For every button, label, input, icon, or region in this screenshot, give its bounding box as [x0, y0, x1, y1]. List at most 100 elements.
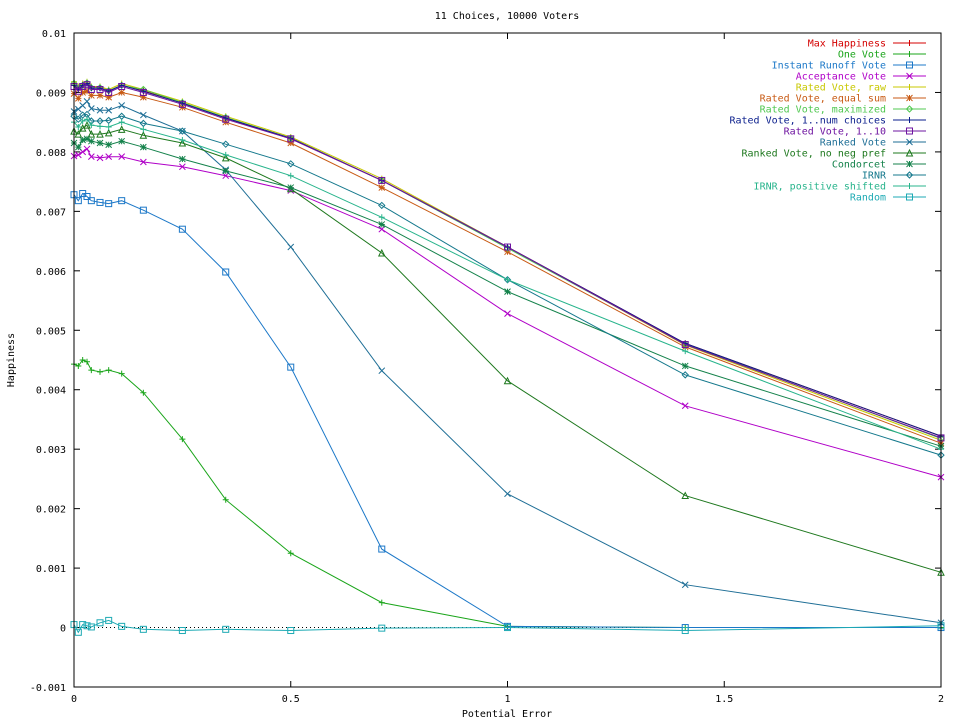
- series-rated-vote-1-10: [70, 81, 945, 442]
- data-point: [97, 368, 104, 375]
- data-point: [287, 135, 295, 143]
- data-point: [79, 357, 86, 363]
- data-point: [681, 362, 689, 370]
- data-point: [905, 171, 914, 179]
- data-point: [504, 310, 511, 317]
- data-point: [178, 100, 186, 108]
- data-point: [105, 88, 113, 96]
- data-point: [222, 172, 230, 180]
- y-tick-label: -0.001: [30, 683, 66, 694]
- data-point: [96, 85, 104, 93]
- data-point: [378, 624, 386, 632]
- data-point: [906, 40, 913, 46]
- data-point: [378, 599, 385, 606]
- data-point: [118, 197, 126, 205]
- data-point: [906, 183, 913, 189]
- data-point: [83, 87, 91, 95]
- data-point: [105, 367, 112, 374]
- plot-frame: [73, 32, 942, 688]
- data-point: [105, 616, 113, 624]
- data-point: [179, 155, 186, 163]
- x-tick-label: 0.5: [282, 694, 300, 705]
- data-point: [118, 137, 126, 145]
- data-point: [105, 200, 113, 208]
- data-point: [378, 221, 386, 228]
- y-tick-label: 0.009: [36, 88, 66, 99]
- x-tick-label: 0: [71, 694, 77, 705]
- data-point: [79, 136, 87, 144]
- data-point: [96, 139, 104, 147]
- legend-entry: Rated Vote, 1..num choices: [729, 116, 886, 127]
- data-point: [906, 138, 913, 146]
- data-point: [96, 198, 104, 206]
- data-point: [178, 225, 186, 233]
- data-point: [87, 137, 95, 145]
- y-tick-label: 0.008: [36, 148, 66, 159]
- data-point: [118, 89, 126, 96]
- data-point: [87, 105, 95, 112]
- series-one-vote: [71, 357, 944, 631]
- data-point: [79, 621, 87, 629]
- data-point: [906, 84, 913, 90]
- data-point: [140, 143, 147, 151]
- data-point: [140, 111, 147, 119]
- data-point: [83, 622, 91, 630]
- legend-entry: Rated Vote, raw: [796, 83, 887, 94]
- legend-entry: Rated Vote, 1..10: [784, 127, 886, 138]
- data-point: [139, 131, 148, 139]
- data-point: [96, 619, 104, 627]
- legend-entry: Rated Vote, equal sum: [760, 94, 886, 105]
- data-point: [118, 83, 126, 91]
- data-point: [118, 119, 125, 126]
- data-point: [74, 143, 82, 151]
- data-point: [504, 243, 511, 251]
- data-point: [140, 126, 147, 133]
- y-tick-label: 0.001: [36, 564, 66, 575]
- data-point: [504, 490, 511, 498]
- data-point: [287, 627, 295, 635]
- data-point: [139, 625, 147, 633]
- data-point: [105, 106, 113, 114]
- y-tick-label: 0.002: [36, 505, 66, 516]
- series-line: [73, 84, 942, 439]
- data-point: [104, 116, 113, 125]
- data-point: [75, 123, 82, 130]
- data-point: [140, 93, 147, 101]
- data-point: [74, 151, 82, 159]
- x-axis-label: Potential Error: [462, 709, 552, 720]
- data-point: [906, 117, 913, 123]
- series-layer: [70, 78, 945, 636]
- data-point: [681, 491, 690, 500]
- data-point: [178, 627, 186, 635]
- data-point: [905, 148, 914, 157]
- data-point: [504, 288, 511, 295]
- data-point: [96, 106, 104, 114]
- series-ranked-vote: [70, 98, 945, 627]
- data-point: [287, 363, 295, 371]
- legend-entry: Instant Runoff Vote: [772, 61, 886, 72]
- data-point: [378, 201, 386, 210]
- data-point: [378, 367, 386, 375]
- data-point: [74, 129, 83, 138]
- series-line: [73, 90, 942, 444]
- y-tick-label: 0.004: [36, 386, 66, 397]
- data-point: [96, 92, 104, 99]
- data-point: [503, 376, 512, 385]
- series-line: [73, 359, 941, 628]
- data-point: [906, 94, 913, 102]
- series-line: [73, 118, 942, 450]
- data-point: [87, 85, 95, 93]
- data-point: [222, 268, 230, 276]
- data-point: [906, 61, 913, 69]
- data-point: [179, 163, 186, 171]
- data-point: [140, 389, 147, 396]
- data-point: [139, 206, 147, 214]
- legend-entry: Max Happiness: [808, 39, 886, 50]
- data-point: [87, 129, 96, 138]
- data-point: [84, 116, 91, 123]
- data-point: [118, 153, 126, 161]
- y-tick-label: 0.007: [36, 207, 66, 218]
